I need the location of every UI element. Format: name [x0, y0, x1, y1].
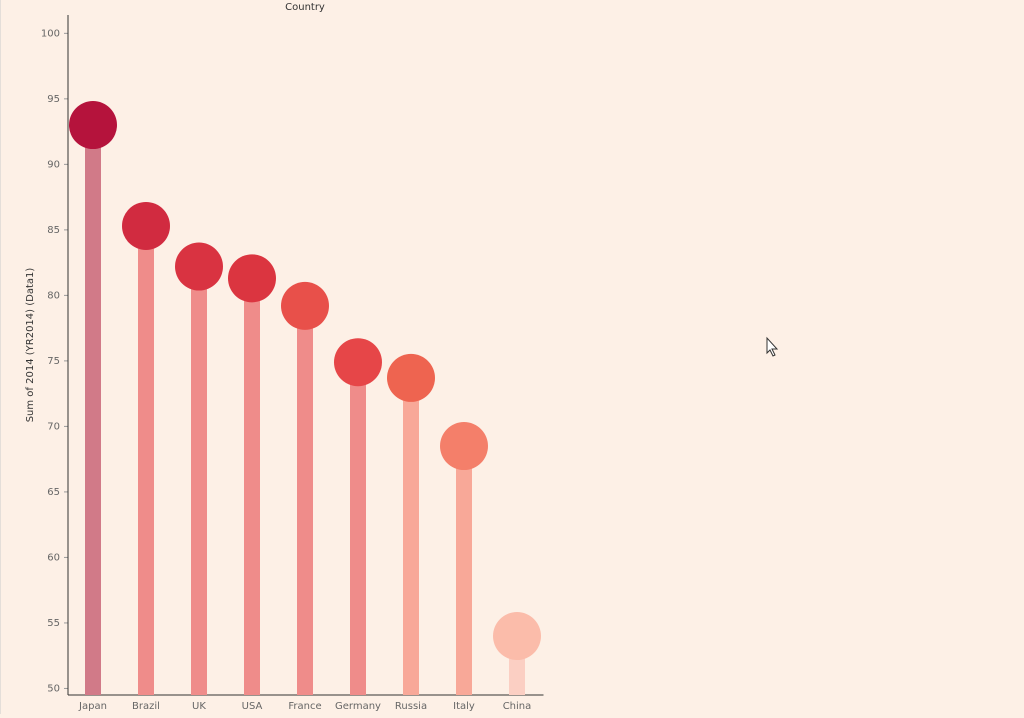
x-tick-label: Japan — [78, 701, 107, 712]
dot — [440, 422, 488, 471]
dot — [281, 281, 329, 330]
y-tick-label: 55 — [47, 618, 60, 629]
dot — [122, 201, 170, 250]
y-tick-label: 95 — [47, 94, 60, 105]
y-axis-label: Sum of 2014 (YR2014) (Data1) — [25, 268, 36, 423]
x-tick-label: USA — [242, 701, 263, 712]
dot — [493, 612, 541, 661]
y-tick-label: 80 — [47, 290, 60, 301]
dot — [387, 353, 435, 402]
stem — [350, 362, 366, 695]
y-tick-label: 70 — [47, 421, 60, 432]
stem — [297, 305, 313, 695]
stem — [403, 377, 419, 695]
dot — [175, 242, 223, 291]
y-tick-label: 50 — [47, 683, 60, 694]
y-tick-label: 60 — [47, 552, 60, 563]
x-tick-label: Italy — [453, 701, 475, 712]
x-tick-label: Germany — [335, 701, 381, 712]
x-tick-label: China — [503, 701, 532, 712]
y-tick-label: 75 — [47, 356, 60, 367]
stem — [85, 125, 101, 695]
x-tick-label: France — [288, 701, 321, 712]
dot — [334, 338, 382, 387]
stem — [456, 446, 472, 695]
y-tick-label: 65 — [47, 487, 60, 498]
mouse-cursor — [766, 336, 779, 357]
dot — [228, 254, 276, 303]
chart-title: Country — [285, 2, 325, 13]
stem — [138, 225, 154, 695]
x-tick-label: Brazil — [132, 701, 160, 712]
y-tick-label: 85 — [47, 225, 60, 236]
stem — [191, 266, 207, 695]
y-tick-label: 90 — [47, 159, 60, 170]
dot — [69, 101, 117, 150]
x-tick-label: UK — [192, 701, 206, 712]
x-tick-label: Russia — [395, 701, 427, 712]
y-tick-label: 100 — [41, 28, 60, 39]
stem — [244, 278, 260, 695]
